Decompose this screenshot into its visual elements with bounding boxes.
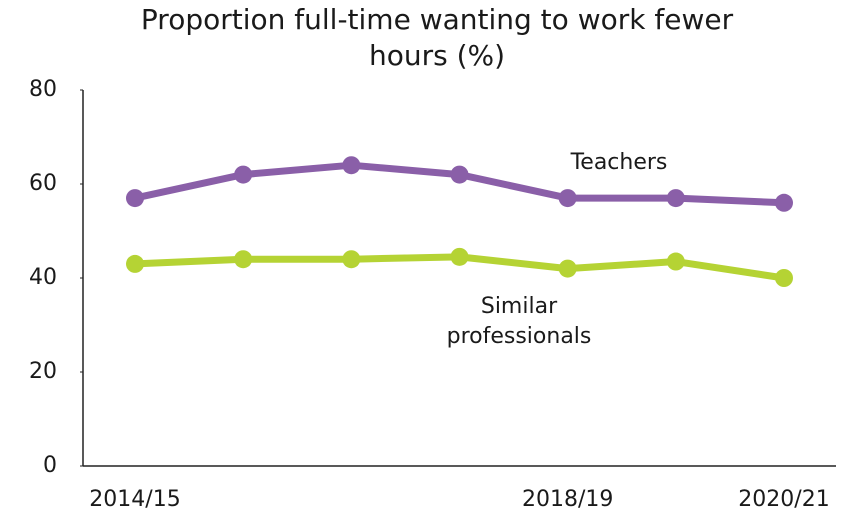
data-point xyxy=(234,165,253,184)
x-tick-label: 2014/15 xyxy=(89,487,180,512)
y-tick-label: 60 xyxy=(29,171,57,196)
data-point xyxy=(558,189,577,208)
y-tick-label: 80 xyxy=(29,77,57,102)
data-point xyxy=(775,193,793,212)
data-point xyxy=(126,189,144,208)
data-point xyxy=(558,259,577,278)
data-point xyxy=(775,269,793,287)
title-box: Proportion full-time wanting to work few… xyxy=(140,3,734,72)
series-label: Teachers xyxy=(570,150,668,175)
data-point xyxy=(666,189,685,208)
x-tick-label: 2018/19 xyxy=(522,487,613,512)
data-point xyxy=(666,252,685,271)
series-label: Similar professionals xyxy=(446,294,592,349)
data-point xyxy=(342,250,361,269)
data-point xyxy=(450,165,469,184)
data-point xyxy=(450,247,469,266)
y-tick-label: 40 xyxy=(29,265,57,290)
data-point xyxy=(126,254,144,273)
chart-title: Proportion full-time wanting to work few… xyxy=(140,3,734,72)
data-point xyxy=(342,156,361,175)
y-tick-label: 20 xyxy=(29,359,57,384)
y-tick-label: 0 xyxy=(43,453,57,478)
x-tick-label: 2020/21 xyxy=(738,487,829,512)
annotation-box: Similar professionals xyxy=(446,294,592,349)
data-point xyxy=(234,250,253,269)
